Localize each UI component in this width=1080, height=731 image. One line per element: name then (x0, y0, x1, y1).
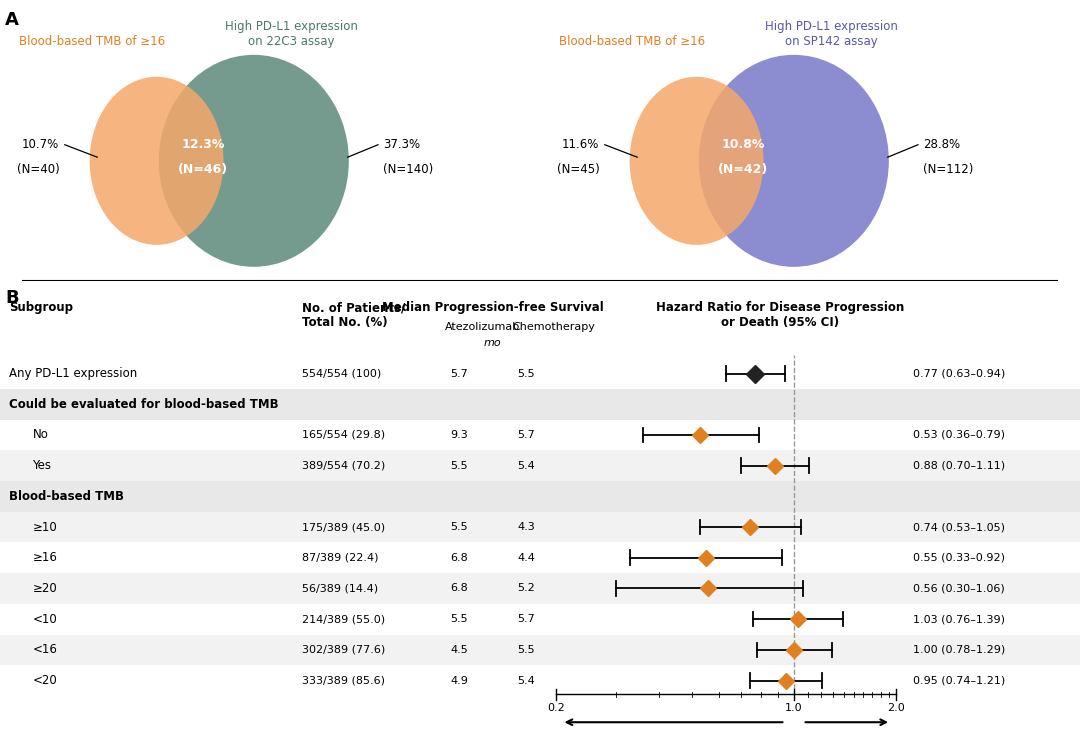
Text: Blood-based TMB of ≥16: Blood-based TMB of ≥16 (558, 34, 705, 48)
Text: ≥20: ≥20 (32, 582, 57, 595)
Text: (N=45): (N=45) (556, 163, 599, 176)
Text: 28.8%: 28.8% (923, 138, 960, 151)
Text: Blood-based TMB of ≥16: Blood-based TMB of ≥16 (18, 34, 165, 48)
Bar (0, 389, 1080, 420)
Text: 10.8%: 10.8% (721, 138, 765, 151)
Text: (N=46): (N=46) (178, 163, 228, 176)
Text: 2.0: 2.0 (888, 703, 905, 713)
Text: 9.3: 9.3 (450, 430, 468, 440)
Text: 10.7%: 10.7% (23, 138, 59, 151)
Text: 0.55 (0.33–0.92): 0.55 (0.33–0.92) (913, 553, 1004, 563)
Text: 1.0: 1.0 (785, 703, 802, 713)
Text: 5.7: 5.7 (517, 614, 535, 624)
Text: 6.8: 6.8 (450, 583, 468, 594)
Text: 12.3%: 12.3% (181, 138, 225, 151)
Text: Hazard Ratio for Disease Progression
or Death (95% CI): Hazard Ratio for Disease Progression or … (657, 301, 904, 329)
Text: 5.5: 5.5 (450, 614, 468, 624)
Text: No: No (32, 428, 49, 442)
Text: (N=140): (N=140) (383, 163, 434, 176)
Bar (0, 358, 1080, 389)
Text: A: A (5, 11, 19, 29)
Text: No. of Patients/
Total No. (%): No. of Patients/ Total No. (%) (302, 301, 406, 329)
Text: ≥10: ≥10 (32, 520, 57, 534)
Bar (0, 420, 1080, 450)
Text: 0.77 (0.63–0.94): 0.77 (0.63–0.94) (913, 368, 1004, 379)
Text: Atezolizumab: Atezolizumab (445, 322, 521, 332)
Text: 554/554 (100): 554/554 (100) (302, 368, 381, 379)
Ellipse shape (159, 55, 349, 267)
Text: 56/389 (14.4): 56/389 (14.4) (302, 583, 378, 594)
Text: Could be evaluated for blood-based TMB: Could be evaluated for blood-based TMB (9, 398, 279, 411)
Text: Yes: Yes (32, 459, 52, 472)
Text: 5.4: 5.4 (517, 461, 535, 471)
Text: Any PD-L1 expression: Any PD-L1 expression (9, 367, 137, 380)
Text: 165/554 (29.8): 165/554 (29.8) (302, 430, 386, 440)
Text: 5.7: 5.7 (517, 430, 535, 440)
Text: 4.4: 4.4 (517, 553, 535, 563)
Text: High PD-L1 expression
on 22C3 assay: High PD-L1 expression on 22C3 assay (225, 20, 359, 48)
Text: 4.5: 4.5 (450, 645, 468, 655)
Text: 0.74 (0.53–1.05): 0.74 (0.53–1.05) (913, 522, 1004, 532)
Bar (0, 635, 1080, 665)
Bar (0, 481, 1080, 512)
Text: 5.5: 5.5 (517, 368, 535, 379)
Text: 6.8: 6.8 (450, 553, 468, 563)
Text: mo: mo (484, 338, 501, 348)
Text: <16: <16 (32, 643, 57, 656)
Text: 4.9: 4.9 (450, 675, 468, 686)
Text: 5.5: 5.5 (450, 461, 468, 471)
Ellipse shape (90, 77, 224, 245)
Text: 5.2: 5.2 (517, 583, 535, 594)
Text: 214/389 (55.0): 214/389 (55.0) (302, 614, 386, 624)
Text: 5.4: 5.4 (517, 675, 535, 686)
Text: 1.03 (0.76–1.39): 1.03 (0.76–1.39) (913, 614, 1004, 624)
Bar (0, 604, 1080, 635)
Bar (0, 665, 1080, 696)
Text: 0.2: 0.2 (548, 703, 565, 713)
Text: Chemotherapy: Chemotherapy (512, 322, 595, 332)
Text: <20: <20 (32, 674, 57, 687)
Text: 87/389 (22.4): 87/389 (22.4) (302, 553, 379, 563)
Text: Subgroup: Subgroup (9, 301, 72, 314)
Bar (0, 573, 1080, 604)
Text: 0.56 (0.30–1.06): 0.56 (0.30–1.06) (913, 583, 1004, 594)
Text: 333/389 (85.6): 333/389 (85.6) (302, 675, 386, 686)
Text: ≥16: ≥16 (32, 551, 57, 564)
Text: 1.00 (0.78–1.29): 1.00 (0.78–1.29) (913, 645, 1004, 655)
Text: 5.7: 5.7 (450, 368, 468, 379)
Text: 11.6%: 11.6% (562, 138, 599, 151)
Text: (N=40): (N=40) (16, 163, 59, 176)
Text: <10: <10 (32, 613, 57, 626)
Ellipse shape (630, 77, 764, 245)
Text: (N=112): (N=112) (923, 163, 974, 176)
Text: High PD-L1 expression
on SP142 assay: High PD-L1 expression on SP142 assay (765, 20, 899, 48)
Text: 5.5: 5.5 (450, 522, 468, 532)
Ellipse shape (699, 55, 889, 267)
Text: 37.3%: 37.3% (383, 138, 420, 151)
Text: 175/389 (45.0): 175/389 (45.0) (302, 522, 386, 532)
Bar (0, 450, 1080, 481)
Text: 5.5: 5.5 (517, 645, 535, 655)
Text: B: B (5, 289, 19, 307)
Text: 389/554 (70.2): 389/554 (70.2) (302, 461, 386, 471)
Text: Blood-based TMB: Blood-based TMB (9, 490, 123, 503)
Text: 0.95 (0.74–1.21): 0.95 (0.74–1.21) (913, 675, 1004, 686)
Text: 4.3: 4.3 (517, 522, 535, 532)
Text: 302/389 (77.6): 302/389 (77.6) (302, 645, 386, 655)
Text: 0.88 (0.70–1.11): 0.88 (0.70–1.11) (913, 461, 1004, 471)
Bar (0, 512, 1080, 542)
Text: Median Progression-free Survival: Median Progression-free Survival (381, 301, 604, 314)
Text: 0.53 (0.36–0.79): 0.53 (0.36–0.79) (913, 430, 1004, 440)
Bar (0, 542, 1080, 573)
Text: (N=42): (N=42) (718, 163, 768, 176)
